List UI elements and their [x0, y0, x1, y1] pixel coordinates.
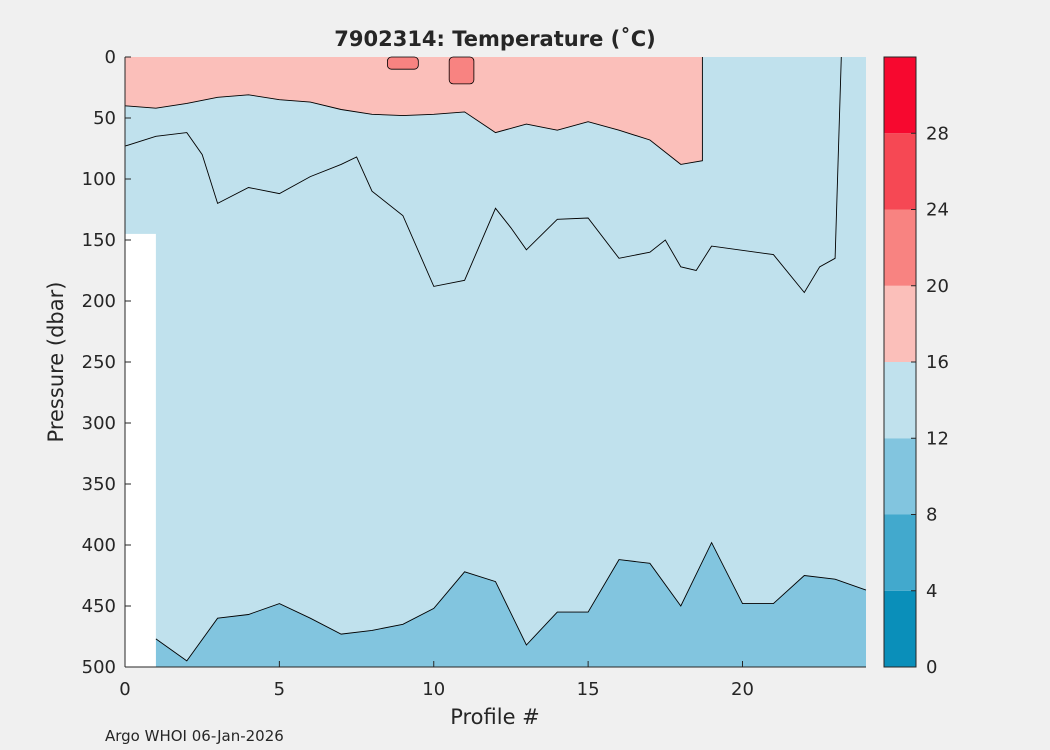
- x-tick-label: 20: [731, 679, 754, 700]
- x-tick-label: 5: [274, 679, 285, 700]
- band-12-16: [125, 57, 866, 667]
- isotherm-16c-line: [124, 57, 703, 165]
- colorbar-segment: [884, 57, 916, 134]
- band-8-12: [155, 542, 866, 667]
- colorbar-segment: [884, 438, 916, 515]
- colorbar-tick-label: 16: [926, 352, 949, 373]
- colorbar-segment: [884, 209, 916, 286]
- y-tick-label: 200: [82, 291, 116, 312]
- colorbar-segment: [884, 362, 916, 439]
- warm-patch: [448, 56, 475, 85]
- y-tick-label: 400: [82, 535, 116, 556]
- band-16-20: [125, 57, 703, 165]
- y-tick-label: 350: [82, 474, 116, 495]
- colorbar-tick-label: 0: [926, 657, 937, 678]
- y-tick-label: 500: [82, 657, 116, 678]
- x-tick-label: 15: [577, 679, 600, 700]
- warm-patch: [387, 56, 419, 70]
- colorbar-segment: [884, 590, 916, 667]
- y-tick-label: 50: [93, 108, 116, 129]
- colorbar: 0 4 8 12 16 20 24 28: [883, 56, 949, 678]
- y-axis-label: Pressure (dbar): [44, 282, 68, 443]
- footer-credit: Argo WHOI 06-Jan-2026: [105, 727, 284, 745]
- isotherm-12c-line: [124, 56, 842, 294]
- x-tick-label: 10: [422, 679, 445, 700]
- colorbar-segment: [884, 133, 916, 210]
- y-tick-label: 150: [82, 230, 116, 251]
- missing-data-region: [125, 233, 156, 667]
- plot-area: [124, 56, 867, 668]
- colorbar-tick-label: 20: [926, 276, 949, 297]
- y-tick-label: 250: [82, 352, 116, 373]
- x-axis: 0 5 10 15 20: [119, 661, 754, 700]
- colorbar-tick-label: 4: [926, 581, 937, 602]
- x-axis-label: Profile #: [450, 705, 540, 729]
- y-axis: 0 50 100 150 200 250 300 350 400 450 500: [82, 47, 131, 678]
- colorbar-segment: [884, 514, 916, 591]
- y-tick-label: 300: [82, 413, 116, 434]
- y-tick-label: 450: [82, 596, 116, 617]
- y-tick-label: 100: [82, 169, 116, 190]
- colorbar-segment: [884, 285, 916, 362]
- isotherm-8c-line: [155, 541, 867, 662]
- colorbar-tick-label: 8: [926, 505, 937, 526]
- chart-title: 7902314: Temperature (˚C): [334, 27, 655, 51]
- x-tick-label: 0: [119, 679, 130, 700]
- colorbar-tick-label: 28: [926, 123, 949, 144]
- colorbar-tick-label: 12: [926, 428, 949, 449]
- y-tick-label: 0: [105, 47, 116, 68]
- colorbar-tick-label: 24: [926, 200, 949, 221]
